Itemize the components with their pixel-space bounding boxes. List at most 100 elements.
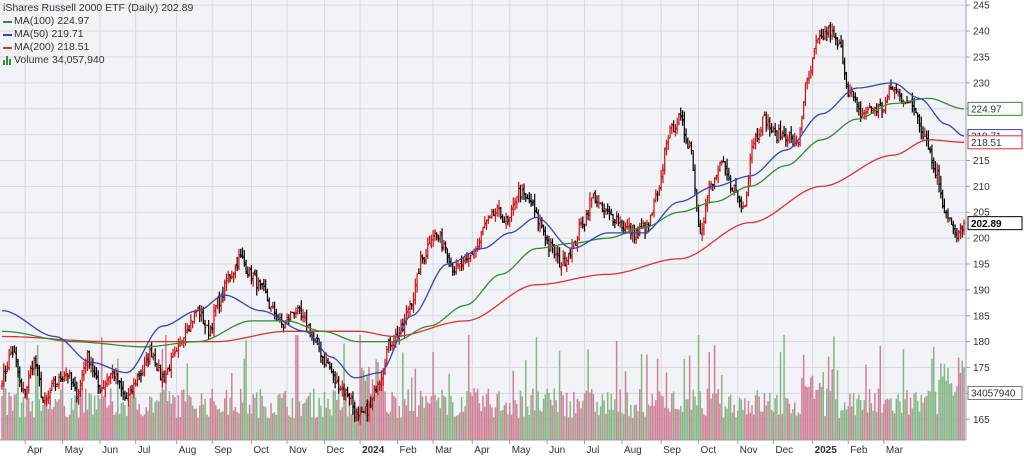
volume-bar	[218, 408, 221, 440]
price-bar	[34, 355, 38, 369]
volume-bar	[52, 406, 55, 440]
volume-bar	[168, 391, 171, 440]
price-bar	[39, 371, 43, 398]
price-bar	[444, 241, 447, 254]
price-bar	[45, 395, 48, 407]
price-bar	[437, 234, 440, 242]
price-bar	[77, 388, 80, 405]
volume-bar	[656, 358, 659, 440]
volume-bar	[346, 416, 349, 440]
volume-bar	[744, 398, 746, 440]
price-bar	[257, 277, 260, 292]
price-bar	[752, 137, 755, 150]
price-bar	[155, 362, 159, 372]
price-bar	[364, 405, 367, 414]
volume-bar	[729, 394, 732, 440]
volume-bar	[596, 401, 598, 440]
volume-bar	[542, 398, 545, 440]
price-bar	[421, 254, 424, 264]
ma50-line	[1, 82, 965, 379]
volume-bar	[557, 412, 559, 440]
volume-bar	[932, 346, 935, 440]
price-bar	[333, 371, 337, 389]
volume-bar	[20, 402, 23, 440]
price-bar	[291, 311, 294, 314]
price-bar	[141, 364, 144, 377]
price-bar	[417, 268, 421, 275]
volume-bar	[532, 388, 534, 440]
y-tick-label: 185	[973, 311, 990, 322]
volume-bar	[948, 383, 951, 440]
price-bar	[830, 23, 834, 40]
ma100-swatch	[3, 20, 12, 23]
volume-bar	[127, 404, 130, 440]
price-bar	[237, 248, 241, 271]
volume-bar	[97, 394, 99, 440]
volume-bar	[865, 364, 867, 440]
volume-bar	[491, 407, 493, 440]
volume-bar	[617, 411, 620, 440]
volume-bar	[124, 404, 126, 440]
price-bar	[264, 279, 267, 294]
volume-bar	[836, 370, 839, 440]
price-bar	[501, 214, 504, 223]
volume-bar	[300, 415, 303, 440]
volume-bar	[640, 354, 643, 440]
price-bar	[961, 225, 964, 238]
price-bar	[273, 301, 276, 320]
price-bar	[7, 348, 11, 371]
price-bar	[248, 266, 251, 277]
volume-bar	[945, 380, 947, 440]
price-bar	[82, 361, 86, 382]
volume-bar	[749, 412, 751, 440]
price-bar	[214, 305, 217, 317]
price-bar	[847, 81, 850, 98]
volume-bar	[776, 394, 778, 440]
price-bar	[654, 189, 658, 203]
volume-bar	[247, 413, 249, 440]
volume-bar	[820, 386, 823, 440]
volume-bar	[254, 397, 256, 440]
price-bar	[845, 71, 848, 89]
volume-bar	[416, 416, 418, 440]
volume-bar	[808, 386, 810, 440]
volume-bar	[818, 382, 821, 440]
volume-bar	[786, 398, 789, 440]
y-tick-label: 200	[973, 234, 990, 245]
volume-bar	[489, 404, 491, 440]
price-bar	[953, 224, 957, 238]
volume-bar	[245, 340, 247, 440]
volume-bar	[441, 389, 443, 440]
volume-bar	[77, 417, 80, 440]
volume-bar	[598, 415, 600, 440]
volume-bar	[268, 417, 270, 440]
volume-bar	[874, 393, 876, 440]
volume-bar	[733, 404, 735, 440]
price-bar	[209, 325, 212, 337]
volume-bar	[569, 401, 572, 440]
price-bar	[294, 307, 298, 319]
volume-bar	[106, 407, 108, 440]
volume-bar	[961, 360, 963, 440]
volume-bar	[239, 388, 242, 440]
y-tick-label: 245	[973, 1, 990, 12]
y-tick-label: 180	[973, 337, 990, 348]
price-bar	[18, 366, 22, 387]
price-bar	[405, 305, 408, 326]
price-bar	[811, 57, 814, 76]
volume-bar	[861, 409, 864, 440]
x-tick-label: Dec	[775, 445, 793, 456]
price-bar	[944, 209, 948, 219]
volume-bar	[42, 405, 44, 440]
volume-bar	[484, 406, 486, 440]
volume-bar	[720, 375, 723, 440]
ma200-value: 218.51	[57, 41, 90, 53]
volume-bar	[608, 409, 611, 440]
volume-bar	[845, 409, 848, 440]
price-bar	[173, 346, 177, 357]
price-bar	[606, 203, 609, 215]
price-tag-ma100: 224.97	[967, 101, 1023, 116]
volume-bar	[467, 335, 470, 440]
price-bar	[740, 196, 743, 213]
